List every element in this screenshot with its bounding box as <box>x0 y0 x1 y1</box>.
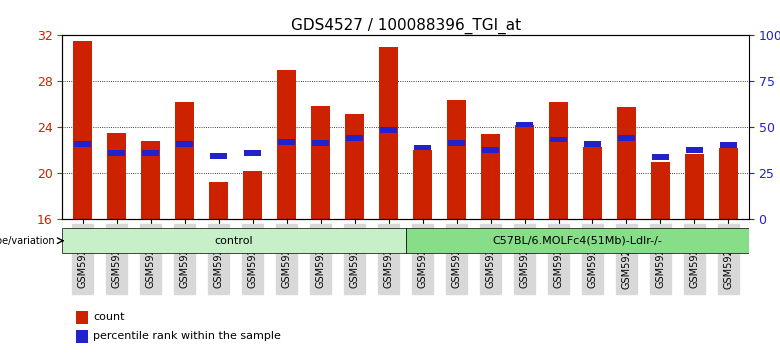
Bar <box>550 137 567 142</box>
Bar <box>141 141 160 219</box>
Bar <box>584 141 601 147</box>
Bar <box>651 162 670 219</box>
Bar <box>719 148 738 219</box>
Text: genotype/variation: genotype/variation <box>0 236 55 246</box>
Bar <box>482 147 499 153</box>
Bar <box>685 154 704 219</box>
FancyBboxPatch shape <box>62 228 406 253</box>
Bar <box>108 133 126 219</box>
Bar <box>618 136 635 141</box>
Bar <box>278 70 296 219</box>
Bar <box>516 122 533 127</box>
Bar <box>73 41 92 219</box>
Bar <box>108 150 125 156</box>
Bar <box>176 102 194 219</box>
Bar <box>583 147 602 219</box>
Bar <box>211 153 227 159</box>
Bar <box>76 330 88 343</box>
Bar <box>686 147 703 153</box>
Bar <box>312 140 329 146</box>
Bar <box>278 139 295 145</box>
Bar <box>311 105 330 219</box>
Bar <box>414 145 431 150</box>
Bar <box>346 114 364 219</box>
Bar <box>76 311 88 324</box>
Bar <box>515 125 534 219</box>
Bar <box>142 150 159 156</box>
Text: percentile rank within the sample: percentile rank within the sample <box>94 331 281 341</box>
Bar <box>244 150 261 156</box>
FancyBboxPatch shape <box>406 228 749 253</box>
Bar <box>652 154 669 160</box>
Bar <box>448 140 465 146</box>
Bar <box>549 102 568 219</box>
Text: C57BL/6.MOLFc4(51Mb)-Ldlr-/-: C57BL/6.MOLFc4(51Mb)-Ldlr-/- <box>492 236 662 246</box>
Bar <box>413 150 432 219</box>
Bar <box>379 47 398 219</box>
Title: GDS4527 / 100088396_TGI_at: GDS4527 / 100088396_TGI_at <box>290 18 521 34</box>
Bar <box>720 142 737 148</box>
Text: count: count <box>94 312 125 322</box>
Bar <box>243 171 262 219</box>
Bar <box>209 182 228 219</box>
Bar <box>617 107 636 219</box>
Bar <box>481 135 500 219</box>
Text: control: control <box>215 236 254 246</box>
Bar <box>74 141 91 147</box>
Bar <box>380 127 397 133</box>
Bar <box>447 100 466 219</box>
Bar <box>176 141 193 147</box>
Bar <box>346 136 363 141</box>
